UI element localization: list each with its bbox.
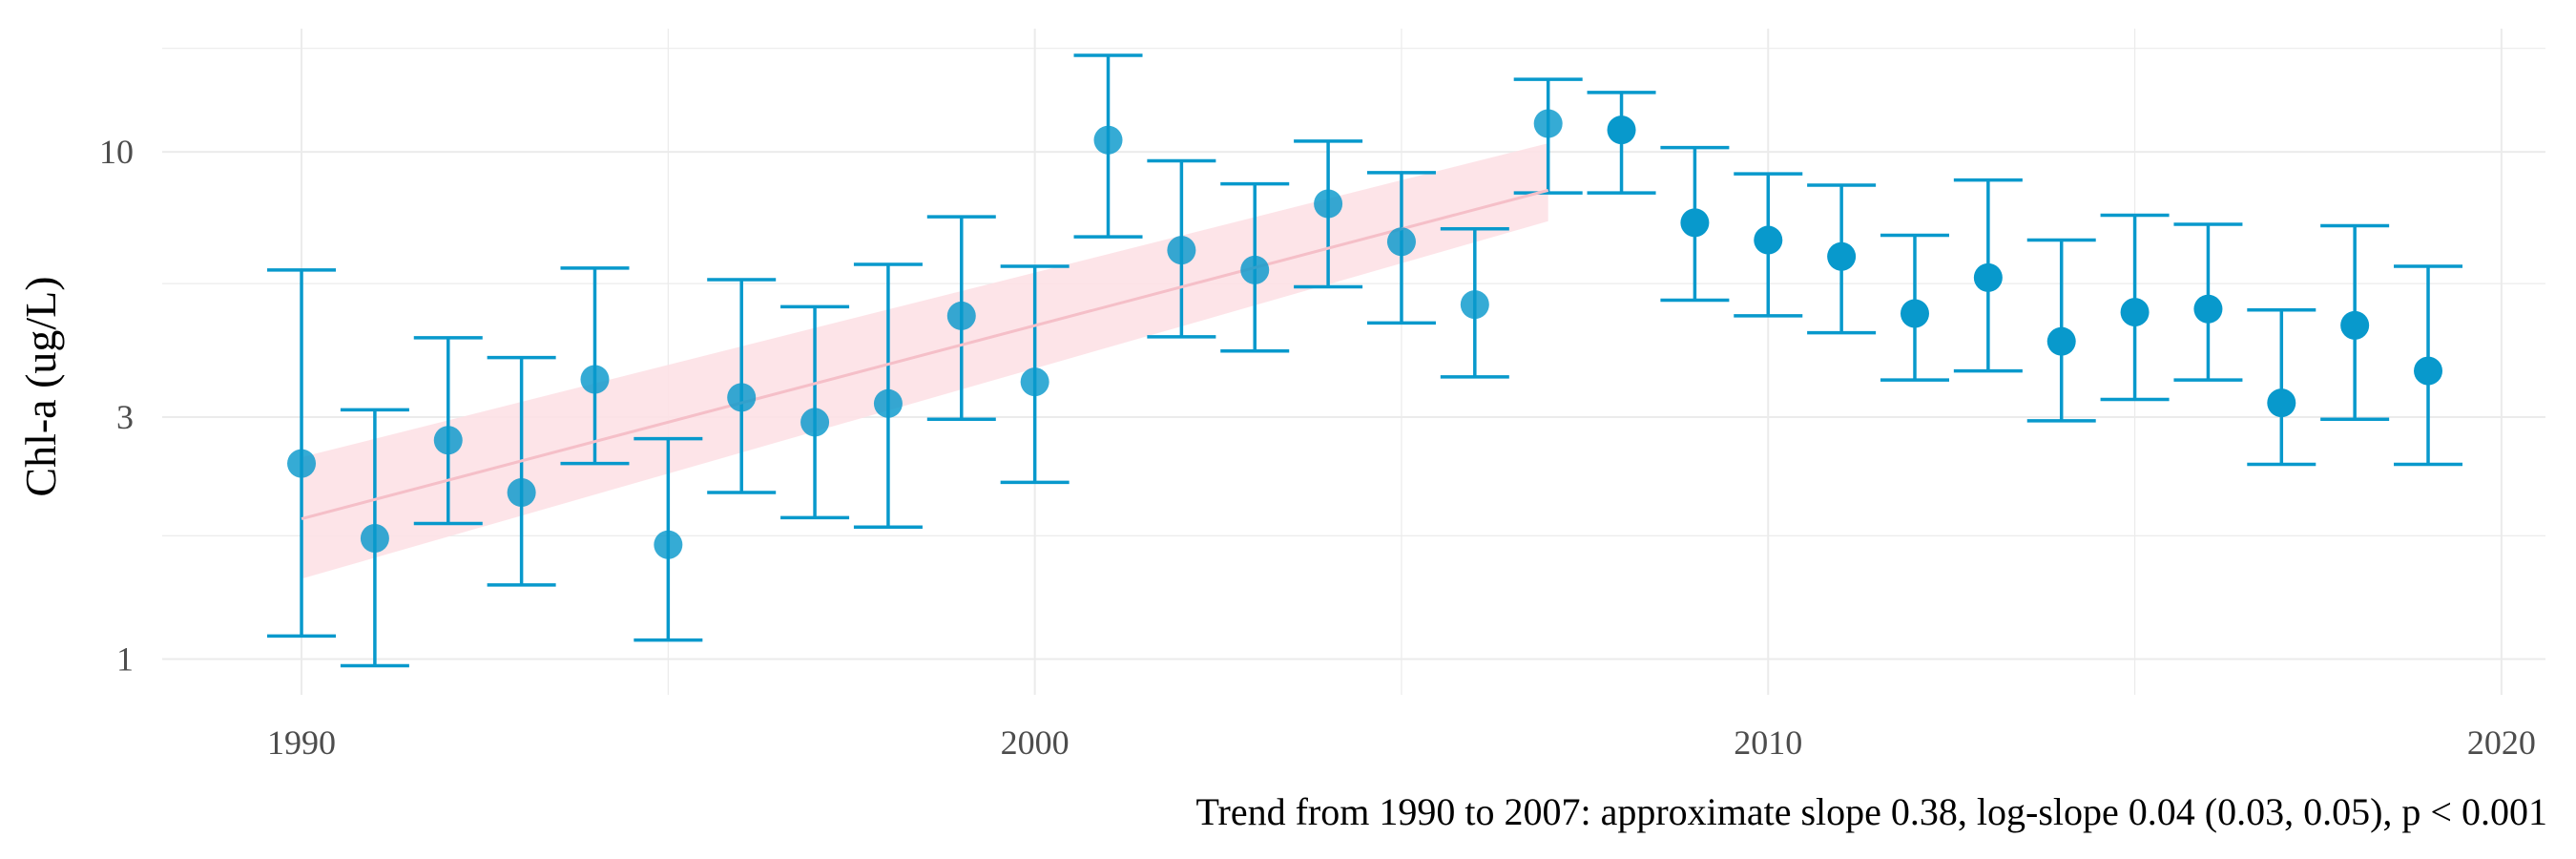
data-point: [1167, 236, 1196, 265]
data-point: [1460, 290, 1489, 320]
y-tick-label: 10: [99, 133, 134, 171]
data-point: [1093, 125, 1123, 155]
error-bar-layer: [267, 53, 2463, 668]
data-point: [1314, 189, 1343, 219]
y-tick-label: 3: [116, 398, 134, 436]
data-point: [727, 383, 757, 412]
data-point: [580, 365, 610, 394]
data-point: [2120, 298, 2150, 327]
data-point: [2193, 294, 2223, 324]
error-bar: [487, 355, 556, 587]
data-point: [2340, 310, 2370, 340]
trend-line: [301, 188, 1549, 521]
tick-label-layer: 1990 2000 2010 2020 1 3 10: [99, 133, 2536, 762]
data-point: [1754, 225, 1783, 255]
trend-confidence-band: [301, 143, 1548, 579]
x-tick-label: 2020: [2467, 723, 2536, 762]
data-point: [1900, 299, 1929, 328]
data-point: [800, 408, 830, 437]
grid-layer: [162, 29, 2545, 695]
x-tick-label: 1990: [267, 723, 336, 762]
data-point: [1240, 255, 1270, 284]
data-point: [1827, 241, 1857, 271]
data-point: [1680, 208, 1710, 238]
data-point: [1386, 227, 1416, 257]
trend-line-layer: [301, 188, 1549, 521]
data-point: [873, 388, 903, 418]
data-point: [946, 301, 976, 330]
trend-band-layer: [301, 143, 1548, 579]
x-tick-label: 2000: [1001, 723, 1070, 762]
data-point: [433, 426, 463, 455]
x-tick-label: 2010: [1734, 723, 1802, 762]
data-point: [287, 449, 317, 478]
data-point: [507, 478, 536, 508]
data-point: [360, 524, 389, 554]
data-point: [1533, 109, 1563, 138]
chart-caption: Trend from 1990 to 2007: approximate slo…: [1195, 790, 2547, 833]
point-layer: [287, 109, 2443, 559]
data-point: [2414, 356, 2443, 386]
data-point: [1020, 367, 1049, 397]
data-point: [2046, 326, 2076, 356]
data-point: [2267, 388, 2296, 418]
data-point: [654, 530, 683, 559]
y-axis-title: Chl-a (ug/L): [16, 276, 65, 496]
error-bar: [2247, 307, 2316, 467]
data-point: [1973, 262, 2003, 292]
data-point: [1607, 115, 1636, 145]
y-tick-label: 1: [116, 639, 134, 678]
